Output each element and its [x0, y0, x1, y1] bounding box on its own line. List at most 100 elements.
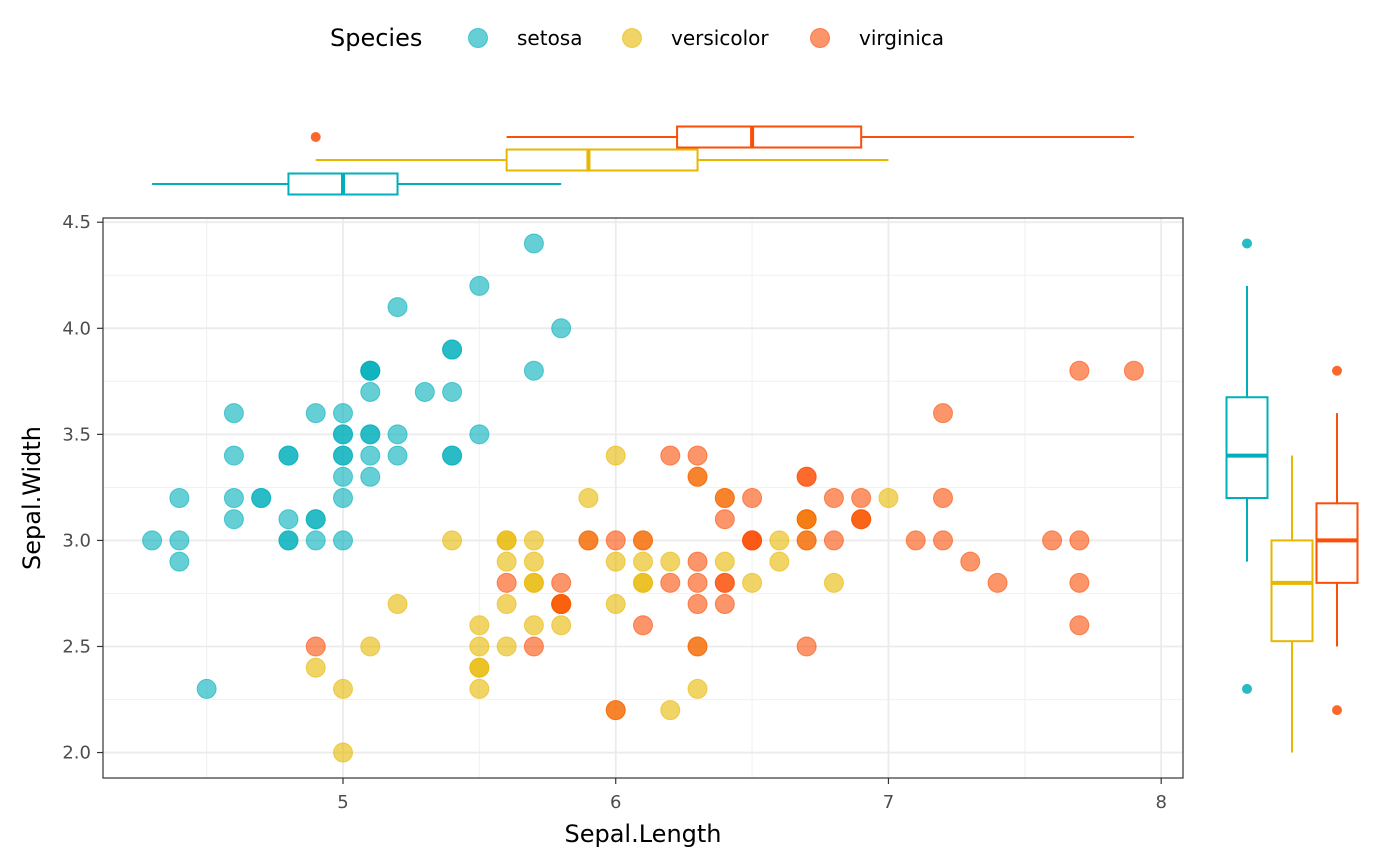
legend-item-versicolor: versicolor	[622, 26, 769, 50]
data-point-versicolor	[660, 551, 681, 572]
data-points	[142, 233, 1144, 763]
y-tick-label: 3.5	[62, 424, 91, 445]
x-tick-label: 6	[610, 792, 621, 813]
box-iqr	[505, 148, 699, 172]
data-point-setosa	[169, 551, 190, 572]
data-point-versicolor	[605, 551, 626, 572]
data-point-versicolor	[523, 551, 544, 572]
data-point-virginica	[687, 594, 708, 615]
data-point-versicolor	[523, 572, 544, 593]
right-boxplot-setosa	[1225, 238, 1269, 694]
data-point-setosa	[442, 339, 463, 360]
data-point-virginica	[687, 636, 708, 657]
box-outlier	[1242, 238, 1252, 249]
data-point-versicolor	[469, 615, 490, 636]
box-outlier	[1242, 683, 1252, 694]
data-point-versicolor	[496, 530, 517, 551]
data-point-versicolor	[305, 657, 326, 678]
data-point-virginica	[796, 636, 817, 657]
data-point-virginica	[496, 572, 517, 593]
data-point-versicolor	[333, 678, 353, 699]
data-point-setosa	[523, 360, 544, 381]
data-point-versicolor	[742, 572, 763, 593]
data-point-versicolor	[360, 636, 381, 657]
data-point-virginica	[714, 572, 735, 593]
data-point-setosa	[551, 318, 572, 339]
data-point-setosa	[251, 488, 272, 508]
data-point-virginica	[551, 572, 572, 593]
top-boxplot-setosa	[152, 172, 562, 196]
data-point-setosa	[333, 445, 353, 466]
panel-border	[102, 217, 1184, 779]
data-point-virginica	[660, 445, 681, 466]
data-point-virginica	[796, 509, 817, 530]
data-point-versicolor	[496, 551, 517, 572]
data-point-virginica	[1069, 360, 1090, 381]
data-point-versicolor	[469, 678, 490, 699]
data-point-versicolor	[496, 594, 517, 615]
data-point-virginica	[933, 530, 953, 551]
data-point-virginica	[823, 530, 844, 551]
legend-key-setosa	[468, 28, 488, 48]
data-point-versicolor	[469, 636, 490, 657]
legend-key-versicolor	[622, 28, 642, 48]
data-point-setosa	[333, 488, 353, 508]
data-point-virginica	[605, 530, 626, 551]
data-point-virginica	[1123, 360, 1144, 381]
data-point-setosa	[169, 488, 190, 508]
data-point-versicolor	[605, 594, 626, 615]
data-point-versicolor	[469, 657, 490, 678]
data-point-versicolor	[823, 572, 844, 593]
data-point-virginica	[714, 509, 735, 530]
data-point-virginica	[714, 594, 735, 615]
data-point-versicolor	[496, 636, 517, 657]
data-point-versicolor	[714, 551, 735, 572]
data-point-setosa	[223, 445, 244, 466]
data-point-versicolor	[687, 678, 708, 699]
data-point-setosa	[333, 530, 353, 551]
data-point-virginica	[987, 572, 1008, 593]
x-axis: 5 6 7 8	[337, 778, 1167, 813]
data-point-setosa	[305, 403, 326, 424]
box-outlier	[1332, 705, 1342, 716]
data-point-virginica	[687, 572, 708, 593]
y-axis: 2.0 2.5 3.0 3.5 4.0 4.5	[62, 212, 103, 764]
data-point-versicolor	[551, 615, 572, 636]
data-point-setosa	[387, 297, 408, 318]
data-point-setosa	[414, 381, 435, 402]
legend-label-versicolor: versicolor	[671, 26, 769, 50]
data-point-virginica	[687, 445, 708, 466]
data-point-virginica	[714, 488, 735, 508]
data-point-setosa	[469, 275, 490, 296]
legend-item-setosa: setosa	[468, 26, 582, 50]
y-tick-label: 2.5	[62, 636, 91, 657]
right-marginal-boxplot	[1225, 238, 1359, 753]
data-point-virginica	[960, 551, 981, 572]
y-tick-label: 3.0	[62, 530, 91, 551]
data-point-versicolor	[660, 700, 681, 721]
data-point-virginica	[633, 615, 653, 636]
box-iqr	[676, 125, 863, 149]
data-point-setosa	[305, 530, 326, 551]
data-point-virginica	[1069, 572, 1090, 593]
data-point-setosa	[278, 445, 299, 466]
x-tick-label: 8	[1155, 792, 1166, 813]
data-point-setosa	[442, 381, 463, 402]
right-boxplot-virginica	[1315, 365, 1359, 716]
data-point-virginica	[851, 488, 872, 508]
data-point-setosa	[169, 530, 190, 551]
data-point-setosa	[278, 530, 299, 551]
data-point-virginica	[523, 636, 544, 657]
data-point-virginica	[823, 488, 844, 508]
top-boxplot-virginica	[310, 125, 1134, 149]
legend-label-virginica: virginica	[859, 26, 944, 50]
data-point-versicolor	[605, 445, 626, 466]
data-point-setosa	[333, 424, 353, 445]
data-point-setosa	[360, 424, 381, 445]
data-point-virginica	[633, 530, 653, 551]
data-point-versicolor	[387, 594, 408, 615]
x-axis-title: Sepal.Length	[564, 820, 721, 848]
data-point-virginica	[578, 530, 599, 551]
data-point-virginica	[742, 530, 763, 551]
